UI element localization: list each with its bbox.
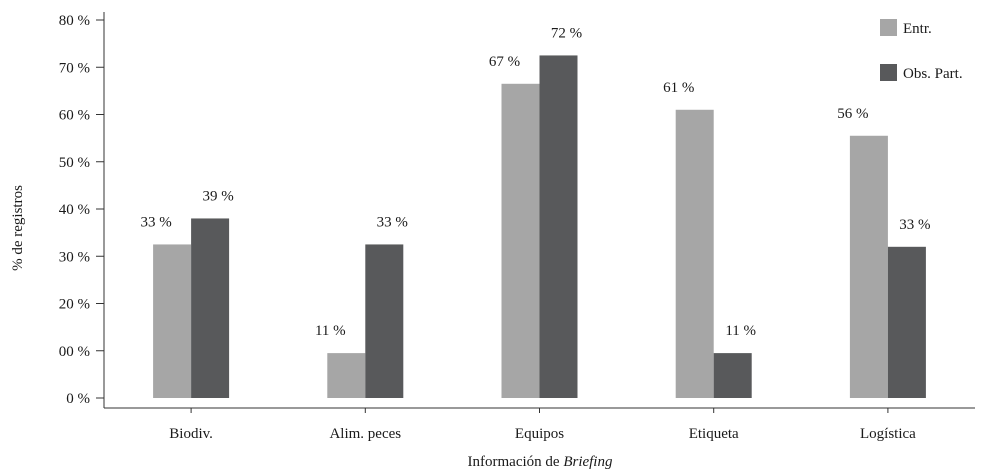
bar-entr: [153, 244, 192, 398]
x-axis-title: Información de Briefing: [468, 454, 613, 470]
bar-obs-part: [713, 353, 752, 398]
legend-label: Entr.: [903, 21, 932, 37]
legend-swatch: [880, 64, 897, 81]
bar-obs-part: [191, 218, 230, 398]
legend-label: Obs. Part.: [903, 66, 963, 82]
x-category-label: Etiqueta: [689, 426, 739, 442]
data-label: 11 %: [725, 323, 756, 339]
bar-obs-part: [539, 55, 578, 398]
data-label: 33 %: [377, 214, 408, 230]
y-tick-label: 20 %: [59, 297, 90, 313]
y-tick-label: 70 %: [59, 60, 90, 76]
x-axis-title-main: Información de: [468, 454, 564, 470]
legend-swatch: [880, 19, 897, 36]
y-tick-label: 00 %: [59, 344, 90, 360]
x-axis-categories: Biodiv. Alim. peces Equipos Etiqueta Logísti…: [169, 408, 916, 442]
y-tick-label: 50 %: [59, 155, 90, 171]
data-label: 56 %: [837, 106, 868, 122]
y-tick-label: 30 %: [59, 249, 90, 265]
y-axis-title: % de registros: [10, 185, 26, 271]
data-label: 67 %: [489, 54, 520, 70]
legend: Entr. Obs. Part.: [880, 19, 963, 82]
data-labels: 33 % 39 % 11 % 33 % 67 % 72 % 61 % 11 % 56 % 33 %: [140, 25, 930, 339]
data-label: 11 %: [315, 323, 346, 339]
y-axis-ticks: 0 % 00 % 20 % 30 % 40 % 50 % 60 % 70 % 80 %: [59, 13, 104, 407]
y-tick-label: 60 %: [59, 108, 90, 124]
data-label: 72 %: [551, 25, 582, 41]
bar-entr: [501, 83, 540, 398]
bar-entr: [327, 353, 366, 398]
bar-marks: [153, 55, 926, 399]
y-tick-label: 80 %: [59, 13, 90, 29]
x-axis-title-italic: Briefing: [563, 454, 613, 470]
data-label: 33 %: [140, 214, 171, 230]
data-label: 39 %: [202, 188, 233, 204]
data-label: 61 %: [663, 80, 694, 96]
bar-entr: [675, 109, 714, 399]
x-category-label: Logística: [860, 426, 916, 442]
data-label: 33 %: [899, 217, 930, 233]
x-category-label: Biodiv.: [169, 426, 213, 442]
bar-obs-part: [365, 244, 404, 398]
bar-obs-part: [887, 246, 926, 398]
bar-entr: [849, 135, 888, 398]
y-tick-label: 0 %: [66, 391, 90, 407]
y-tick-label: 40 %: [59, 202, 90, 218]
x-category-label: Alim. peces: [329, 426, 401, 442]
x-category-label: Equipos: [515, 426, 564, 442]
